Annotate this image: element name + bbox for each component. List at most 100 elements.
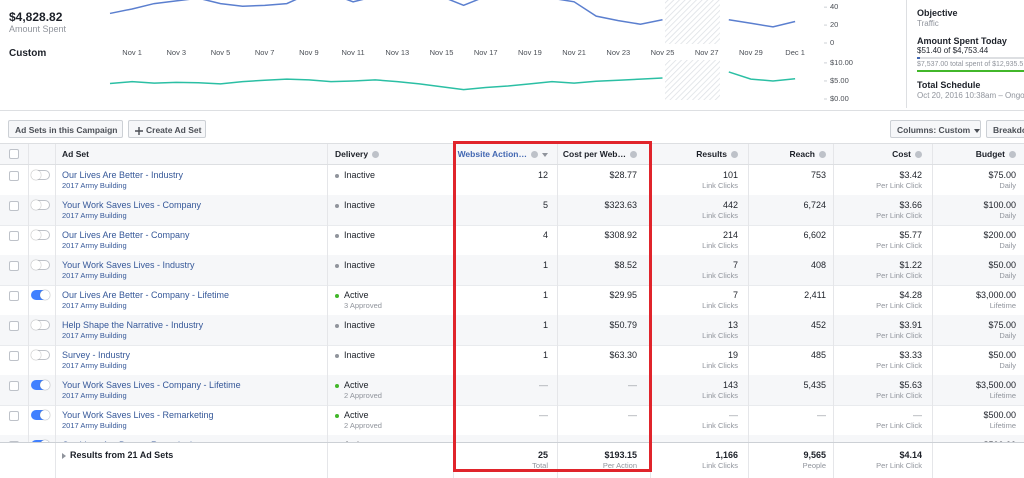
footer-cost-per: $193.15 [604, 450, 637, 460]
status-toggle[interactable] [31, 380, 50, 390]
cell-actions: 1 [542, 350, 548, 360]
campaign-name[interactable]: 2017 Army Building [62, 271, 127, 280]
x-tick-label: Nov 15 [430, 48, 454, 57]
delivery-status: Active [344, 380, 369, 390]
ad-set-name[interactable]: Your Work Saves Lives - Remarketing [62, 410, 214, 420]
progress-track [917, 57, 1024, 59]
table-row: Your Work Saves Lives - Industry 2017 Arm… [0, 255, 1024, 286]
objective-label: Objective [917, 8, 958, 18]
cell-results: — [729, 410, 738, 420]
ad-set-name[interactable]: Survey - Industry [62, 350, 131, 360]
row-checkbox[interactable] [9, 351, 19, 361]
ad-set-name[interactable]: Our Lives Are Better - Company - Lifetim… [62, 290, 230, 300]
delivery-dot [335, 174, 339, 178]
toggle-knob [31, 260, 41, 270]
cell-results: 101 [722, 170, 738, 180]
row-checkbox[interactable] [9, 231, 19, 241]
columns-dropdown[interactable]: Columns: Custom [890, 120, 981, 138]
cell-actions: 1 [542, 320, 548, 330]
column-divider [453, 165, 454, 195]
column-divider [833, 225, 834, 255]
breakdown-dropdown[interactable]: Breakdo [986, 120, 1024, 138]
ad-set-name[interactable]: Help Shape the Narrative - Industry [62, 320, 204, 330]
row-checkbox[interactable] [9, 411, 19, 421]
row-checkbox[interactable] [9, 171, 19, 181]
campaign-name[interactable]: 2017 Army Building [62, 361, 127, 370]
ad-set-name[interactable]: Our Lives Are Better - Industry [62, 170, 184, 180]
column-divider [327, 195, 328, 225]
row-checkbox[interactable] [9, 261, 19, 271]
column-header[interactable]: Website Action… [458, 149, 548, 159]
row-checkbox[interactable] [9, 381, 19, 391]
ad-set-name[interactable]: Your Work Saves Lives - Company - Lifeti… [62, 380, 241, 390]
cell-cost-per: $323.63 [604, 200, 637, 210]
campaign-name[interactable]: 2017 Army Building [62, 421, 127, 430]
status-toggle[interactable] [31, 290, 50, 300]
cell-results: 7 [732, 260, 738, 270]
column-header[interactable]: Budget [976, 149, 1016, 159]
delivery-dot [335, 204, 339, 208]
column-divider [932, 165, 933, 195]
ad-set-name[interactable]: Our Lives Are Better - Company [62, 230, 190, 240]
campaign-name[interactable]: 2017 Army Building [62, 331, 127, 340]
cell-budget: $3,500.00 [975, 380, 1016, 390]
campaign-name[interactable]: 2017 Army Building [62, 391, 127, 400]
status-toggle[interactable] [31, 260, 50, 270]
cell-cost-per: $308.92 [604, 230, 637, 240]
column-divider [748, 285, 749, 315]
cell-cost-sub: Per Link Click [876, 331, 922, 340]
row-checkbox[interactable] [9, 201, 19, 211]
column-divider [557, 315, 558, 345]
column-divider [932, 345, 933, 375]
column-divider [932, 225, 933, 255]
delivery-dot [335, 414, 339, 418]
column-divider [833, 315, 834, 345]
campaign-name[interactable]: 2017 Army Building [62, 241, 127, 250]
progress-fill [917, 70, 1024, 72]
campaign-name[interactable]: 2017 Army Building [62, 211, 127, 220]
column-header[interactable]: Cost per Web… [563, 149, 637, 159]
status-toggle[interactable] [31, 200, 50, 210]
column-header[interactable]: Ad Set [62, 149, 89, 159]
x-tick-label: Nov 5 [211, 48, 231, 57]
column-divider [650, 375, 651, 405]
delivery-dot [335, 324, 339, 328]
status-toggle[interactable] [31, 230, 50, 240]
column-divider [557, 443, 558, 478]
campaign-name[interactable]: 2017 Army Building [62, 301, 127, 310]
column-divider [327, 255, 328, 285]
plus-icon [135, 126, 143, 135]
cell-reach: 5,435 [803, 380, 826, 390]
create-button[interactable]: Create Ad Set [128, 120, 206, 138]
column-divider [55, 225, 56, 255]
status-toggle[interactable] [31, 350, 50, 360]
column-header[interactable]: Results [696, 149, 738, 159]
status-toggle[interactable] [31, 410, 50, 420]
cell-cost: — [913, 410, 922, 420]
scope-dropdown[interactable]: Ad Sets in this Campaign [8, 120, 123, 138]
row-checkbox[interactable] [9, 291, 19, 301]
ad-set-name[interactable]: Your Work Saves Lives - Company [62, 200, 202, 210]
column-divider [833, 195, 834, 225]
ad-set-name[interactable]: Your Work Saves Lives - Industry [62, 260, 195, 270]
column-divider [833, 255, 834, 285]
row-checkbox[interactable] [9, 321, 19, 331]
column-header[interactable]: Cost [892, 149, 922, 159]
column-divider [55, 144, 56, 164]
x-tick-label: Nov 27 [695, 48, 719, 57]
x-tick-label: Nov 21 [562, 48, 586, 57]
campaign-name[interactable]: 2017 Army Building [62, 181, 127, 190]
column-header[interactable]: Reach [789, 149, 826, 159]
status-toggle[interactable] [31, 320, 50, 330]
info-icon [531, 151, 538, 159]
x-tick-label: Nov 23 [606, 48, 630, 57]
cell-budget-sub: Daily [999, 331, 1016, 340]
column-divider [453, 255, 454, 285]
status-toggle[interactable] [31, 170, 50, 180]
column-divider [833, 443, 834, 478]
cell-cost-sub: Per Link Click [876, 181, 922, 190]
header-checkbox[interactable] [9, 149, 19, 159]
column-divider [650, 405, 651, 435]
range-label[interactable]: Custom [9, 48, 47, 59]
column-header[interactable]: Delivery [335, 149, 380, 159]
